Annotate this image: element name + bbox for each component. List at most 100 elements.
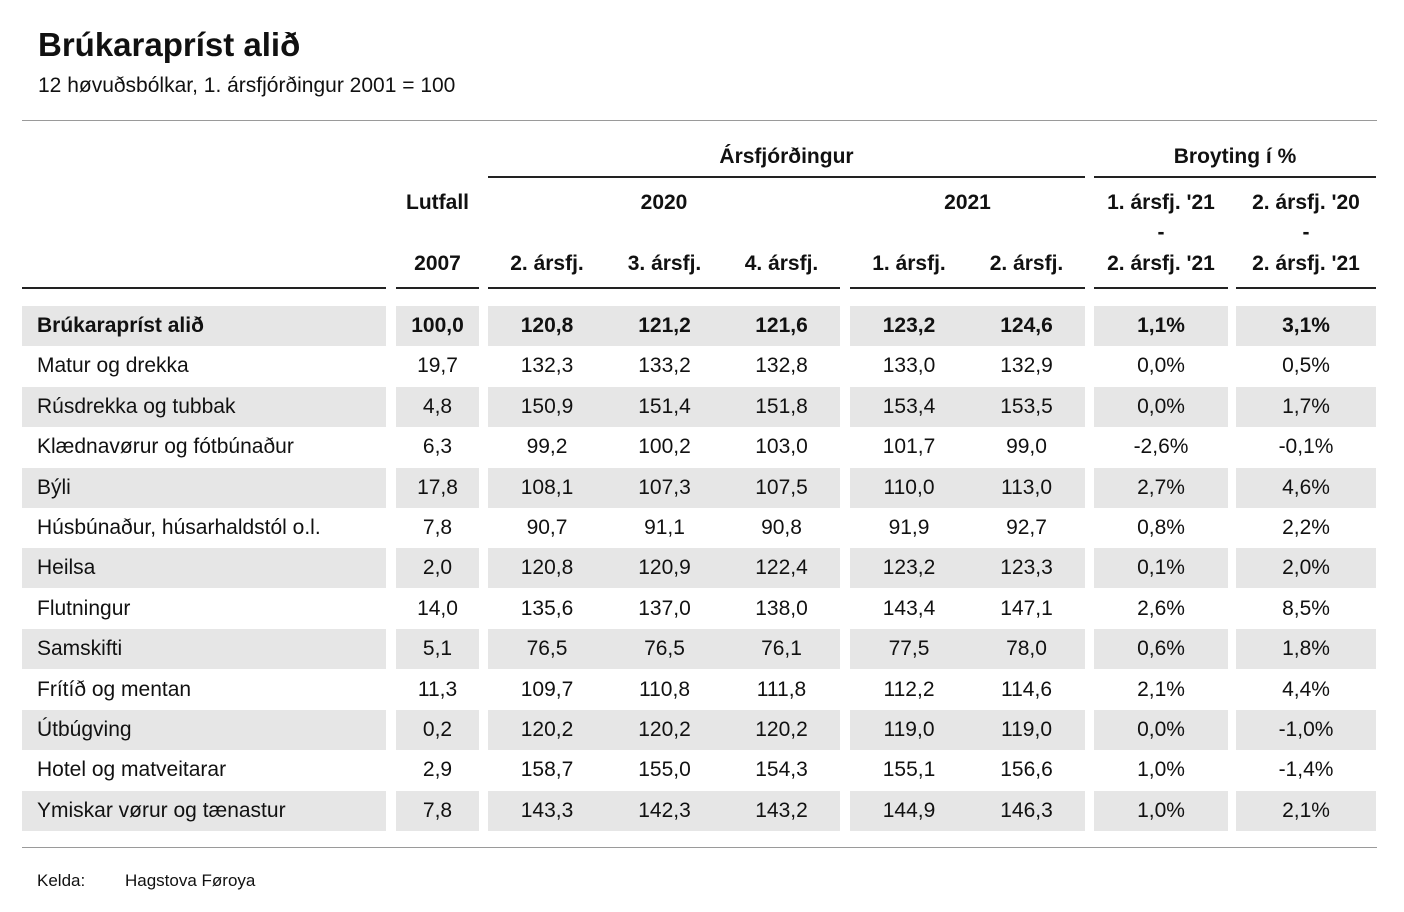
source-value: Hagstova Føroya — [125, 871, 256, 890]
row-band — [488, 387, 840, 427]
row-band — [22, 387, 386, 427]
header-change1-bottom: 2. ársfj. '21 — [1107, 252, 1215, 275]
row-band — [1236, 306, 1376, 346]
cell-q3-2020: 110,8 — [639, 678, 690, 701]
header-q1-2021: 1. ársfj. — [872, 252, 946, 275]
cell-change2: 3,1% — [1282, 314, 1330, 337]
header-underline-change2 — [1236, 287, 1376, 289]
header-q2-2020: 2. ársfj. — [510, 252, 584, 275]
cell-q1-2021: 123,2 — [882, 314, 936, 337]
cell-q1-2021: 77,5 — [888, 637, 930, 660]
row-band — [850, 710, 1085, 750]
cell-q3-2020: 121,2 — [638, 314, 691, 337]
cell-q2-2020: 109,7 — [520, 678, 574, 701]
cell-q2-2020: 90,7 — [526, 516, 568, 539]
row-label: Heilsa — [37, 556, 96, 579]
page-title: Brúkarapríst alið — [38, 26, 301, 63]
cell-q2-2021: 132,9 — [1000, 354, 1053, 377]
cell-change1: -2,6% — [1133, 435, 1189, 458]
row-label: Hotel og matveitarar — [37, 758, 227, 781]
cell-change2: -1,4% — [1278, 758, 1334, 781]
header-lutfall-year: 2007 — [414, 252, 461, 275]
row-label: Brúkarapríst alið — [37, 314, 204, 337]
cell-q1-2021: 91,9 — [888, 516, 930, 539]
row-band — [1094, 791, 1228, 831]
cell-q2-2021: 147,1 — [1000, 597, 1053, 620]
row-band — [22, 306, 386, 346]
row-band — [1236, 548, 1376, 588]
cell-q2-2021: 113,0 — [1001, 476, 1052, 499]
cell-change1: 0,1% — [1137, 556, 1185, 579]
row-label: Rúsdrekka og tubbak — [37, 395, 236, 418]
cell-q4-2020: 76,1 — [761, 637, 802, 660]
cell-q4-2020: 121,6 — [755, 314, 808, 337]
cell-change2: 1,8% — [1282, 637, 1330, 660]
row-band — [1094, 468, 1228, 508]
cell-lutfall: 11,3 — [417, 678, 458, 701]
row-band — [850, 548, 1085, 588]
cell-q3-2020: 120,9 — [638, 556, 691, 579]
cell-change1: 0,0% — [1137, 718, 1185, 741]
cell-change2: 8,5% — [1282, 597, 1330, 620]
row-band — [488, 791, 840, 831]
cell-change2: 4,6% — [1282, 476, 1330, 499]
row-band — [488, 629, 840, 669]
cell-q1-2021: 110,0 — [883, 476, 935, 499]
row-band — [488, 710, 840, 750]
header-q4-2020: 4. ársfj. — [744, 252, 819, 275]
row-band — [1236, 710, 1376, 750]
cell-q4-2020: 103,0 — [755, 435, 808, 458]
row-band — [850, 468, 1085, 508]
cell-q2-2021: 156,6 — [1000, 758, 1053, 781]
cell-lutfall: 7,8 — [422, 799, 453, 822]
cell-q3-2020: 137,0 — [638, 597, 691, 620]
row-label: Samskifti — [37, 637, 123, 660]
header-change-group: Broyting í % — [1173, 145, 1297, 168]
cell-q3-2020: 120,2 — [638, 718, 691, 741]
cell-q3-2020: 142,3 — [638, 799, 691, 822]
cell-lutfall: 17,8 — [417, 476, 458, 499]
header-change2-top: 2. ársfj. '20 — [1252, 191, 1360, 214]
cell-change1: 1,0% — [1137, 758, 1185, 781]
row-band — [22, 710, 386, 750]
cell-change1: 2,6% — [1137, 597, 1185, 620]
cell-q4-2020: 132,8 — [755, 354, 808, 377]
cell-change2: 2,1% — [1282, 799, 1330, 822]
cell-change2: -1,0% — [1278, 718, 1334, 741]
row-band — [1094, 387, 1228, 427]
cell-lutfall: 2,9 — [422, 758, 453, 781]
cell-change1: 0,0% — [1137, 395, 1185, 418]
cell-lutfall: 7,8 — [422, 516, 453, 539]
cell-lutfall: 19,7 — [417, 354, 458, 377]
row-band — [396, 710, 479, 750]
row-band — [396, 629, 479, 669]
cell-q1-2021: 153,4 — [882, 395, 936, 418]
cell-q4-2020: 90,8 — [761, 516, 802, 539]
cell-q2-2021: 119,0 — [1001, 718, 1052, 741]
row-band — [850, 387, 1085, 427]
cell-change1: 0,0% — [1137, 354, 1185, 377]
cell-q2-2021: 99,0 — [1006, 435, 1047, 458]
source-label: Kelda: — [37, 871, 86, 890]
cell-change1: 1,1% — [1137, 314, 1185, 337]
cell-q2-2020: 108,1 — [520, 476, 574, 499]
cell-change2: 2,0% — [1282, 556, 1330, 579]
cell-q3-2020: 76,5 — [644, 637, 685, 660]
cell-q2-2021: 92,7 — [1006, 516, 1047, 539]
cell-lutfall: 14,0 — [417, 597, 458, 620]
row-band — [396, 468, 479, 508]
header-underline-change1 — [1094, 287, 1228, 289]
row-band — [1094, 710, 1228, 750]
cell-q4-2020: 143,2 — [755, 799, 808, 822]
cell-q2-2020: 99,2 — [526, 435, 568, 458]
cell-change2: 2,2% — [1282, 516, 1330, 539]
cell-q4-2020: 120,2 — [755, 718, 808, 741]
header-change-underline — [1094, 176, 1376, 178]
page-subtitle: 12 høvuðsbólkar, 1. ársfjórðingur 2001 =… — [38, 74, 456, 97]
cell-q2-2021: 114,6 — [1001, 678, 1052, 701]
row-band — [850, 629, 1085, 669]
header-underline-lutfall — [396, 287, 479, 289]
row-band — [488, 548, 840, 588]
header-change2-bottom: 2. ársfj. '21 — [1252, 252, 1360, 275]
cell-q1-2021: 143,4 — [882, 597, 936, 620]
